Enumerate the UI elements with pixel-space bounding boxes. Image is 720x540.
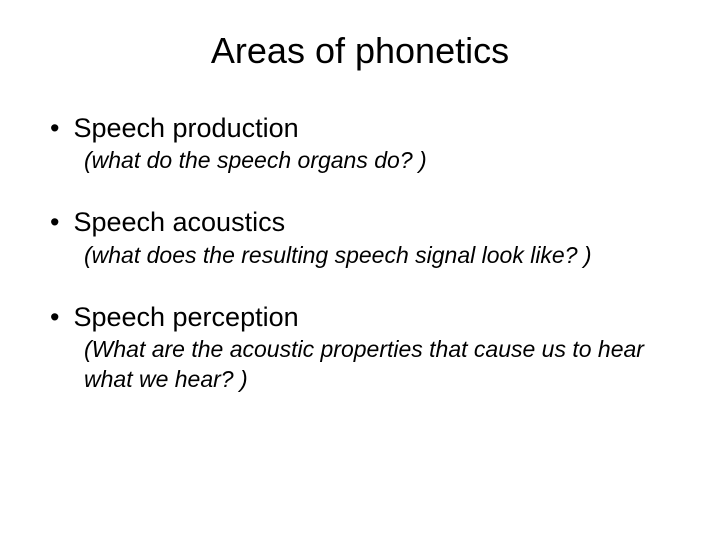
bullet-icon: • — [50, 206, 59, 238]
heading-text: Speech acoustics — [73, 206, 285, 238]
list-item-heading: • Speech perception — [50, 301, 680, 333]
sub-text: (what does the resulting speech signal l… — [50, 241, 680, 271]
heading-text: Speech production — [73, 112, 298, 144]
sub-text: (what do the speech organs do? ) — [50, 146, 680, 176]
page-title: Areas of phonetics — [40, 30, 680, 72]
bullet-list: • Speech production (what do the speech … — [40, 112, 680, 395]
sub-text: (What are the acoustic properties that c… — [50, 335, 680, 395]
bullet-icon: • — [50, 301, 59, 333]
list-item-heading: • Speech acoustics — [50, 206, 680, 238]
list-item: • Speech production (what do the speech … — [50, 112, 680, 176]
bullet-icon: • — [50, 112, 59, 144]
list-item: • Speech perception (What are the acoust… — [50, 301, 680, 395]
list-item: • Speech acoustics (what does the result… — [50, 206, 680, 270]
list-item-heading: • Speech production — [50, 112, 680, 144]
heading-text: Speech perception — [73, 301, 298, 333]
